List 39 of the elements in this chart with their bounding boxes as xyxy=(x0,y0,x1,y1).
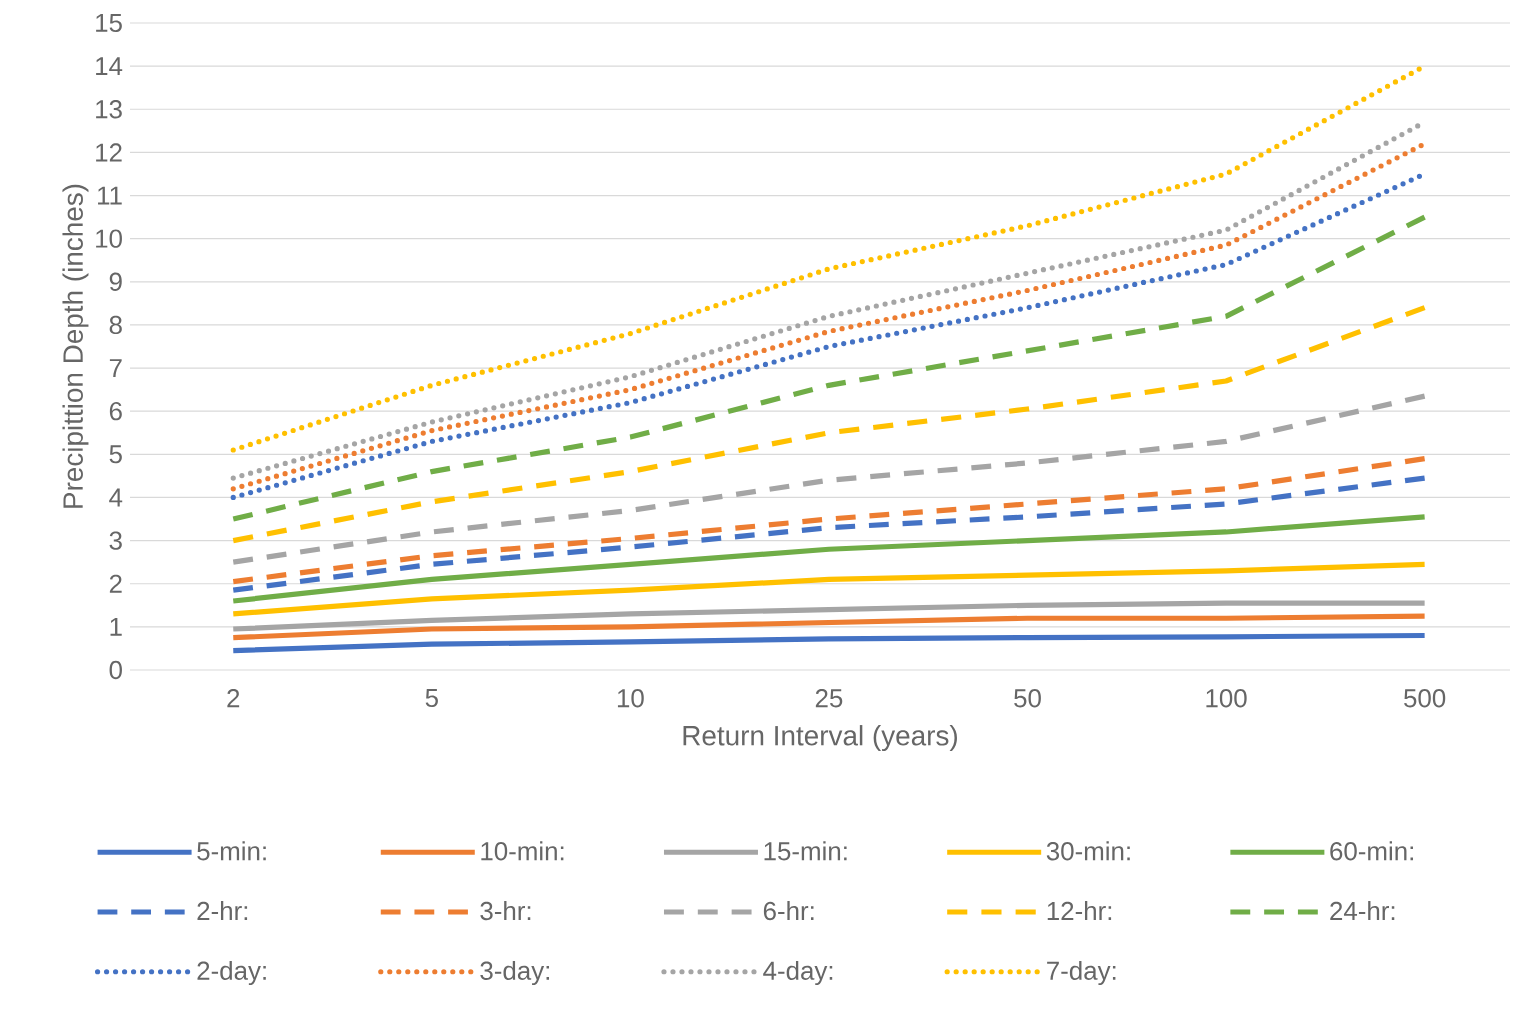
y-tick-label: 10 xyxy=(96,229,122,248)
legend-label: 15-min: xyxy=(764,841,847,861)
legend-label: 3-hr: xyxy=(480,901,531,921)
legend-label: 3-day: xyxy=(480,960,549,986)
legend-label: 4-day: xyxy=(763,960,833,986)
x-tick-label: 500 xyxy=(1404,689,1446,708)
y-tick-label: 4 xyxy=(109,488,123,507)
y-tick-label: 6 xyxy=(109,402,122,421)
y-tick-label: 1 xyxy=(110,617,122,636)
y-tick-label: 13 xyxy=(96,100,122,119)
y-tick-label: 12 xyxy=(96,143,122,162)
legend-label: 12-hr: xyxy=(1047,901,1112,920)
y-axis-title: Precipittion Depth (inches) xyxy=(62,184,89,508)
legend-label: 60-min: xyxy=(1330,841,1413,861)
x-tick-label: 10 xyxy=(617,689,644,708)
y-tick-label: 8 xyxy=(109,315,122,335)
y-tick-label: 0 xyxy=(109,660,122,680)
y-tick-label: 2 xyxy=(109,574,122,593)
x-tick-label: 2 xyxy=(227,689,240,708)
legend-label: 2-day: xyxy=(197,960,266,986)
y-tick-label: 5 xyxy=(109,445,122,464)
x-tick-label: 100 xyxy=(1206,689,1247,708)
x-axis-title: Return Interval (years) xyxy=(683,725,957,752)
x-tick-label: 5 xyxy=(425,689,438,708)
y-tick-label: 9 xyxy=(109,272,122,291)
y-tick-label: 14 xyxy=(96,57,123,76)
y-tick-label: 7 xyxy=(109,359,122,377)
legend-label: 2-hr: xyxy=(197,901,248,920)
legend-label: 30-min: xyxy=(1046,841,1130,861)
y-tick-label: 11 xyxy=(98,186,122,205)
legend-label: 24-hr: xyxy=(1330,901,1395,920)
x-tick-label: 25 xyxy=(815,689,843,708)
y-tick-label: 3 xyxy=(109,531,122,550)
legend-label: 5-min: xyxy=(197,841,266,861)
legend-label: 10-min: xyxy=(481,841,564,861)
x-tick-label: 50 xyxy=(1014,689,1041,708)
legend-label: 7-day: xyxy=(1047,960,1116,986)
legend-label: 6-hr: xyxy=(763,901,814,921)
y-tick-label: 15 xyxy=(96,13,122,33)
